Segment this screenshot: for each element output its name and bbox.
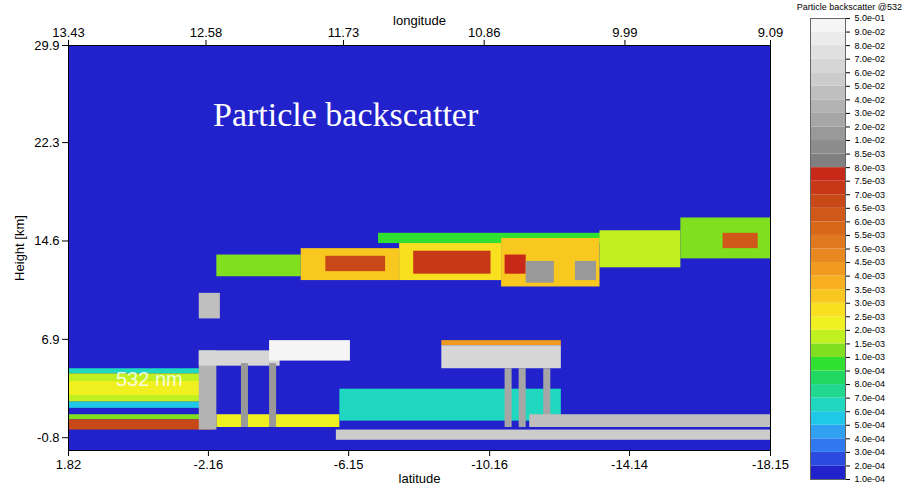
svg-text:8.0e-04: 8.0e-04 <box>855 379 886 389</box>
svg-text:-0.8: -0.8 <box>37 430 59 445</box>
svg-text:6.0e-04: 6.0e-04 <box>855 407 886 417</box>
svg-text:7.0e-04: 7.0e-04 <box>855 393 886 403</box>
html-text:Particle backscatter: Particle backscatter <box>213 96 479 133</box>
svg-text:longitude: longitude <box>393 13 446 28</box>
svg-text:5.0e-02: 5.0e-02 <box>855 81 886 91</box>
svg-text:9.99: 9.99 <box>612 25 637 40</box>
svg-text:5.5e-03: 5.5e-03 <box>855 230 886 240</box>
svg-text:latitude: latitude <box>399 471 441 486</box>
svg-text:4.0e-02: 4.0e-02 <box>855 95 886 105</box>
svg-text:9.09: 9.09 <box>758 25 783 40</box>
svg-text:-14.14: -14.14 <box>611 457 648 472</box>
svg-text:10.86: 10.86 <box>468 25 501 40</box>
svg-text:1.0e-04: 1.0e-04 <box>855 474 886 484</box>
svg-text:5.0e-01: 5.0e-01 <box>855 13 886 23</box>
svg-text:7.0e-03: 7.0e-03 <box>855 190 886 200</box>
svg-text:8.5e-03: 8.5e-03 <box>855 149 886 159</box>
svg-text:5.0e-03: 5.0e-03 <box>855 244 886 254</box>
svg-text:9.0e-04: 9.0e-04 <box>855 366 886 376</box>
svg-text:6.9: 6.9 <box>41 332 59 347</box>
html-text:532 nm: 532 nm <box>116 368 183 390</box>
svg-text:9.0e-02: 9.0e-02 <box>855 27 886 37</box>
svg-text:3.0e-03: 3.0e-03 <box>855 298 886 308</box>
svg-text:2.0e-04: 2.0e-04 <box>855 461 886 471</box>
svg-text:4.5e-03: 4.5e-03 <box>855 257 886 267</box>
svg-text:13.43: 13.43 <box>52 24 85 40</box>
svg-text:12.58: 12.58 <box>190 25 223 40</box>
svg-text:8.0e-03: 8.0e-03 <box>855 163 886 173</box>
svg-text:6.0e-02: 6.0e-02 <box>855 68 886 78</box>
svg-text:11.73: 11.73 <box>328 25 360 40</box>
svg-text:3.5e-03: 3.5e-03 <box>855 285 886 295</box>
svg-text:2.5e-03: 2.5e-03 <box>855 312 886 322</box>
svg-text:1.0e-03: 1.0e-03 <box>855 352 886 362</box>
svg-text:2.0e-02: 2.0e-02 <box>855 122 886 132</box>
svg-text:7.5e-03: 7.5e-03 <box>855 176 886 186</box>
svg-text:29.9: 29.9 <box>34 38 59 53</box>
svg-text:1.82: 1.82 <box>56 457 81 472</box>
svg-text:-6.15: -6.15 <box>334 457 364 472</box>
svg-text:-18.15: -18.15 <box>752 457 789 472</box>
svg-text:8.0e-02: 8.0e-02 <box>855 40 886 50</box>
svg-text:Height [km]: Height [km] <box>12 215 27 281</box>
svg-text:3.0e-02: 3.0e-02 <box>855 108 886 118</box>
svg-text:6.5e-03: 6.5e-03 <box>855 203 886 213</box>
svg-text:6.0e-03: 6.0e-03 <box>855 217 886 227</box>
svg-text:1.0e-02: 1.0e-02 <box>855 135 886 145</box>
svg-text:5.0e-04: 5.0e-04 <box>855 420 886 430</box>
svg-text:14.6: 14.6 <box>34 233 59 248</box>
html-text:Particle backscatter @532: Particle backscatter @532 <box>796 2 902 12</box>
svg-text:-2.16: -2.16 <box>194 457 224 472</box>
svg-text:7.0e-02: 7.0e-02 <box>855 54 886 64</box>
svg-text:-10.16: -10.16 <box>471 457 508 472</box>
svg-text:1.5e-03: 1.5e-03 <box>855 339 886 349</box>
svg-text:4.0e-03: 4.0e-03 <box>855 271 886 281</box>
svg-text:2.0e-03: 2.0e-03 <box>855 325 886 335</box>
svg-text:4.0e-04: 4.0e-04 <box>855 434 886 444</box>
svg-text:3.0e-04: 3.0e-04 <box>855 447 886 457</box>
svg-text:22.3: 22.3 <box>34 135 59 150</box>
